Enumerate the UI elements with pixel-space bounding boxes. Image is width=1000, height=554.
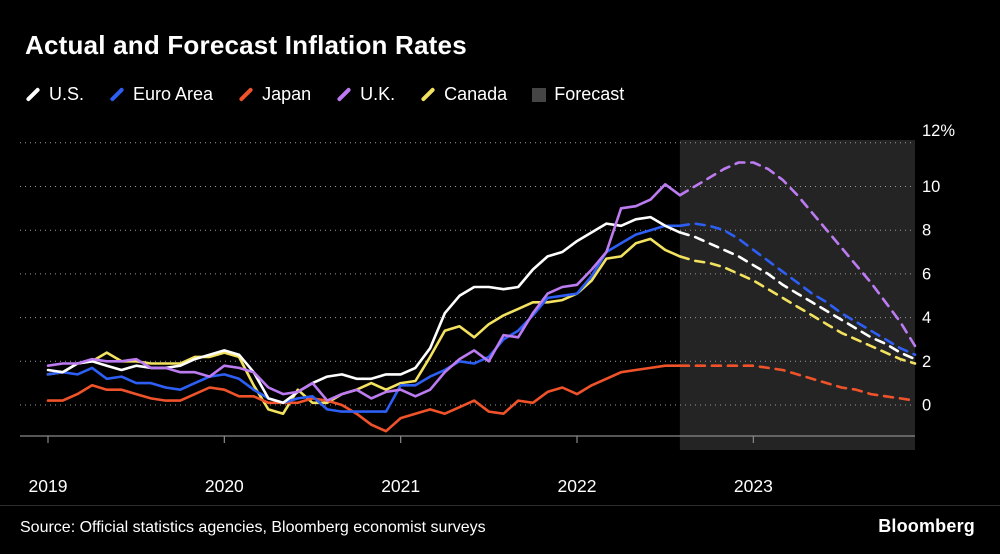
x-axis-label: 2019 — [29, 476, 68, 496]
series-canada-forecast — [678, 255, 917, 365]
forecast-swatch-icon — [532, 87, 547, 102]
legend-item-us: U.S. — [25, 84, 84, 105]
legend-item-euro-area: Euro Area — [109, 84, 213, 105]
series-euro-area-actual — [46, 224, 682, 413]
series-uk-forecast — [678, 161, 917, 348]
x-axis-label: 2020 — [205, 476, 244, 496]
legend-label-japan: Japan — [262, 84, 312, 104]
y-axis-label: 12% — [922, 122, 955, 140]
y-axis-label: 2 — [922, 353, 931, 371]
legend-item-canada: Canada — [420, 84, 507, 105]
series-uk-actual — [46, 183, 682, 402]
y-axis-label: 10 — [922, 178, 940, 196]
inflation-line-chart: 12% 10 8 6 4 2 0 2019 2020 2021 2022 2023 — [20, 122, 955, 496]
footer: Source: Official statistics agencies, Bl… — [0, 505, 1000, 537]
series-euro-area-forecast — [678, 222, 917, 356]
y-axis-label: 8 — [922, 222, 931, 240]
bloomberg-logo: Bloomberg — [878, 516, 975, 536]
uk-line-swatch-icon — [336, 86, 352, 104]
source-note: Source: Official statistics agencies, Bl… — [20, 519, 486, 536]
series-japan-forecast — [678, 364, 917, 402]
series-japan-actual — [46, 364, 682, 433]
legend-item-uk: U.K. — [336, 84, 395, 105]
x-axis-label: 2023 — [734, 476, 773, 496]
y-axis-label: 6 — [922, 265, 931, 283]
legend-item-japan: Japan — [238, 84, 311, 105]
legend-label-canada: Canada — [444, 84, 508, 104]
chart-area: 12% 10 8 6 4 2 0 2019 2020 2021 2022 2023 — [0, 118, 1000, 500]
canada-line-swatch-icon — [420, 86, 436, 104]
x-axis-label: 2022 — [558, 476, 597, 496]
legend-item-forecast: Forecast — [532, 84, 624, 105]
legend-label-uk: U.K. — [360, 84, 396, 104]
y-axis-label: 4 — [922, 309, 931, 327]
y-axis-label: 0 — [922, 397, 931, 415]
legend-label-forecast: Forecast — [554, 84, 625, 104]
euro-area-line-swatch-icon — [109, 86, 125, 104]
us-line-swatch-icon — [25, 86, 41, 104]
series-us-forecast — [678, 231, 917, 361]
series-us-actual — [46, 215, 682, 405]
chart-legend: U.S. Euro Area Japan U.K. Canada Forecast — [25, 84, 624, 105]
legend-label-euro-area: Euro Area — [133, 84, 214, 104]
japan-line-swatch-icon — [238, 86, 254, 104]
legend-label-us: U.S. — [49, 84, 85, 104]
series-canada-actual — [46, 237, 682, 415]
x-axis-label: 2021 — [381, 476, 420, 496]
chart-title: Actual and Forecast Inflation Rates — [25, 30, 467, 60]
